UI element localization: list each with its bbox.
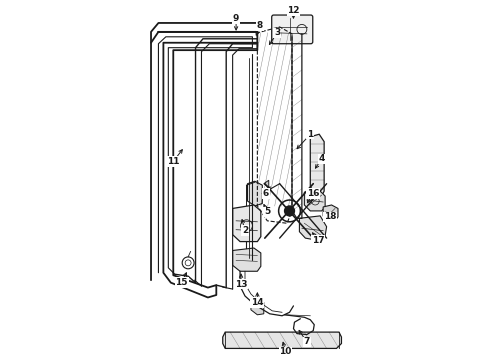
Polygon shape [299, 216, 327, 240]
Polygon shape [312, 235, 317, 242]
Text: 3: 3 [274, 28, 280, 37]
Polygon shape [264, 180, 269, 187]
Text: 10: 10 [279, 347, 292, 356]
Polygon shape [223, 332, 342, 348]
Text: 6: 6 [263, 189, 269, 198]
Polygon shape [247, 181, 262, 206]
Text: 15: 15 [175, 278, 188, 287]
Polygon shape [233, 205, 261, 242]
Polygon shape [323, 205, 338, 221]
Text: 14: 14 [251, 298, 264, 307]
Text: 8: 8 [257, 21, 263, 30]
Text: 17: 17 [312, 236, 324, 245]
Text: 11: 11 [167, 157, 179, 166]
Text: 5: 5 [264, 207, 270, 216]
Polygon shape [233, 248, 261, 271]
Polygon shape [251, 297, 264, 315]
Text: 9: 9 [233, 14, 239, 23]
Text: 2: 2 [242, 226, 248, 235]
FancyBboxPatch shape [272, 15, 313, 44]
Text: 13: 13 [235, 280, 247, 289]
Text: 18: 18 [324, 212, 336, 221]
Text: 16: 16 [307, 189, 319, 198]
Circle shape [285, 206, 294, 216]
Polygon shape [310, 134, 324, 196]
Text: 1: 1 [307, 130, 314, 139]
Text: 7: 7 [304, 337, 310, 346]
Polygon shape [304, 190, 325, 211]
Text: 12: 12 [287, 6, 300, 15]
Text: 4: 4 [318, 154, 325, 163]
